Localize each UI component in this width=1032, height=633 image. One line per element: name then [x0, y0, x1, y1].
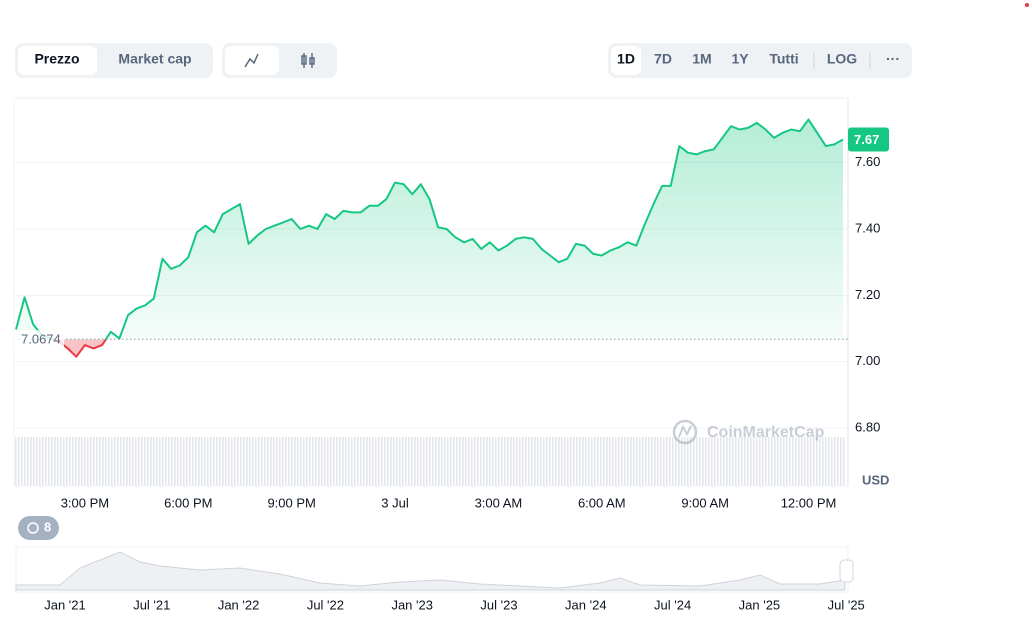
navigator-label: Jul '24 — [654, 597, 691, 612]
tab-active — [18, 46, 97, 75]
range-button[interactable]: Tutti — [769, 51, 798, 67]
price-tag-label: 7.67 — [854, 132, 879, 147]
x-tick-label: 9:00 PM — [267, 495, 315, 510]
tab[interactable]: Prezzo — [34, 51, 79, 67]
y-unit: USD — [862, 472, 889, 487]
watermark: CoinMarketCap — [672, 419, 825, 445]
tab[interactable]: Market cap — [118, 51, 191, 67]
navigator-handle[interactable] — [839, 559, 854, 583]
y-tick-label: 7.40 — [855, 220, 880, 235]
x-tick-label: 3:00 PM — [61, 495, 109, 510]
navigator-label: Jul '21 — [133, 597, 170, 612]
watermark-text: CoinMarketCap — [707, 424, 825, 441]
reference-label: 7.0674 — [21, 332, 61, 347]
x-tick-label: 12:00 PM — [781, 495, 837, 510]
navigator-label: Jan '22 — [218, 597, 260, 612]
navigator-label: Jan '23 — [391, 597, 433, 612]
range-button[interactable]: LOG — [827, 51, 857, 67]
range-group — [608, 43, 912, 78]
navigator-label: Jan '24 — [565, 597, 607, 612]
badge-icon — [27, 522, 39, 534]
range-active — [611, 46, 641, 75]
navigator-label: Jan '25 — [739, 597, 781, 612]
x-tick-label: 3 Jul — [381, 495, 409, 510]
range-button[interactable]: 1Y — [731, 51, 749, 67]
x-tick-label: 6:00 AM — [578, 495, 626, 510]
navigator-label: Jan '21 — [44, 597, 86, 612]
navigator-label: Jul '22 — [307, 597, 344, 612]
price-line — [15, 118, 844, 358]
y-tick-label: 6.80 — [855, 419, 880, 434]
navigator-label: Jul '25 — [828, 597, 865, 612]
range-button[interactable]: ··· — [886, 51, 900, 67]
dot — [1025, 3, 1029, 7]
y-tick-label: 7.20 — [855, 287, 880, 302]
x-tick-label: 6:00 PM — [164, 495, 212, 510]
price-tag — [848, 127, 889, 152]
navigator-label: Jul '23 — [480, 597, 517, 612]
x-tick-label: 3:00 AM — [475, 495, 523, 510]
y-tick-label: 7.00 — [855, 353, 880, 368]
range-button[interactable]: 1M — [692, 51, 711, 67]
navigator-area — [15, 551, 846, 591]
line-icon — [244, 53, 259, 68]
range-button[interactable]: 7D — [654, 51, 672, 67]
x-tick-label: 9:00 AM — [681, 495, 729, 510]
candle-icon[interactable] — [301, 53, 315, 68]
reference-tag — [14, 330, 64, 349]
range-button[interactable]: 1D — [617, 51, 635, 67]
price-area — [16, 119, 843, 357]
badge-count: 8 — [44, 519, 51, 534]
volume — [14, 437, 846, 486]
y-tick-label: 7.60 — [855, 154, 880, 169]
